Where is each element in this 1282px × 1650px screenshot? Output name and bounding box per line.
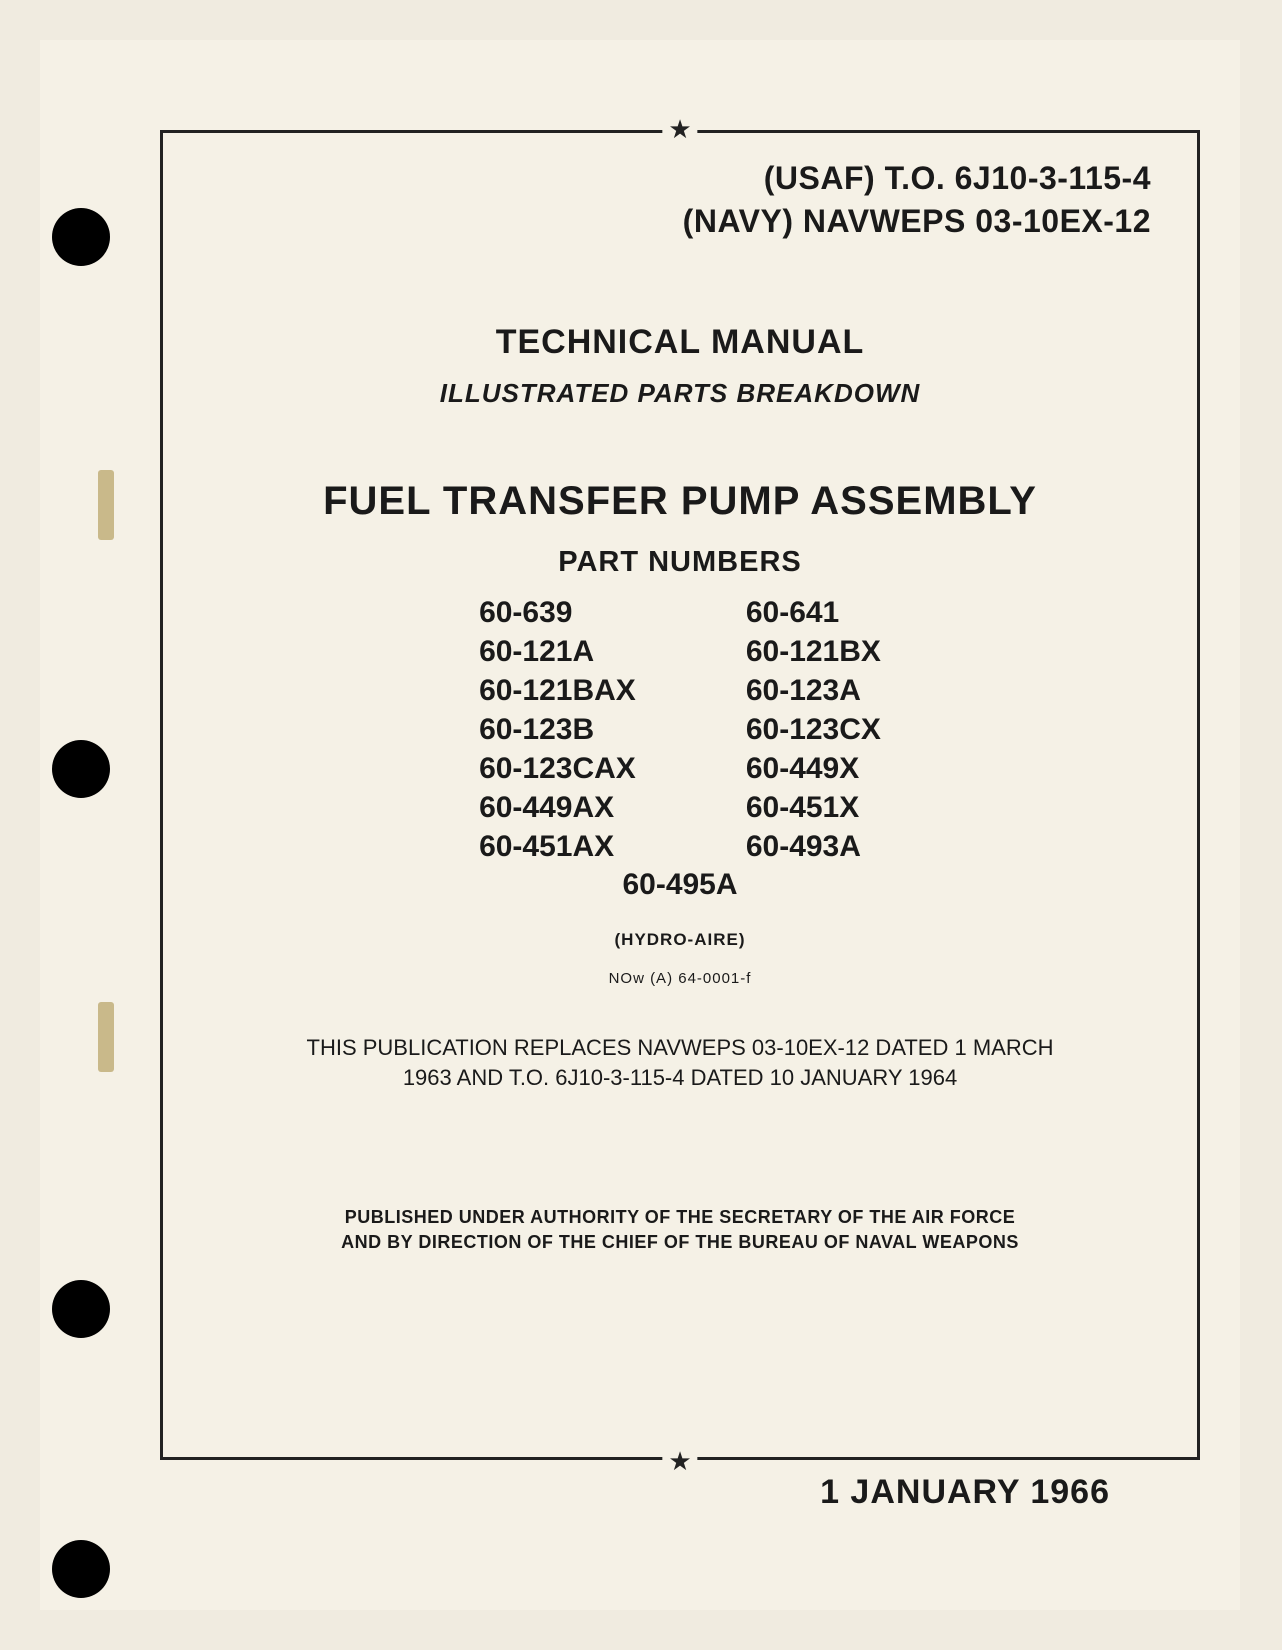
- part-number: 60-121BAX: [479, 671, 636, 710]
- part-number: 60-121A: [479, 632, 636, 671]
- supersession-notice: THIS PUBLICATION REPLACES NAVWEPS 03-10E…: [163, 1033, 1197, 1092]
- part-number: 60-123CAX: [479, 749, 636, 788]
- part-number: 60-449AX: [479, 788, 636, 827]
- part-number: 60-123CX: [746, 710, 881, 749]
- publication-date: 1 JANUARY 1966: [820, 1473, 1110, 1512]
- publication-authority: PUBLISHED UNDER AUTHORITY OF THE SECRETA…: [163, 1205, 1197, 1255]
- document-identifiers: (USAF) T.O. 6J10-3-115-4 (NAVY) NAVWEPS …: [683, 157, 1151, 243]
- part-number-odd: 60-495A: [163, 868, 1197, 902]
- part-number: 60-639: [479, 593, 636, 632]
- part-number: 60-449X: [746, 749, 881, 788]
- illustrated-parts-breakdown-label: ILLUSTRATED PARTS BREAKDOWN: [163, 378, 1197, 409]
- page-frame: ★ ★ (USAF) T.O. 6J10-3-115-4 (NAVY) NAVW…: [160, 130, 1200, 1460]
- punch-hole: [52, 1280, 110, 1338]
- part-number: 60-123B: [479, 710, 636, 749]
- manufacturer-label: (HYDRO-AIRE): [163, 930, 1197, 950]
- punch-hole: [52, 208, 110, 266]
- part-number: 60-451AX: [479, 827, 636, 866]
- authority-line: PUBLISHED UNDER AUTHORITY OF THE SECRETA…: [163, 1205, 1197, 1230]
- punch-hole: [52, 1540, 110, 1598]
- technical-manual-label: TECHNICAL MANUAL: [163, 323, 1197, 362]
- scanned-page: ★ ★ (USAF) T.O. 6J10-3-115-4 (NAVY) NAVW…: [40, 40, 1240, 1610]
- part-numbers-left-column: 60-639 60-121A 60-121BAX 60-123B 60-123C…: [479, 593, 636, 866]
- part-numbers-right-column: 60-641 60-121BX 60-123A 60-123CX 60-449X…: [746, 593, 881, 866]
- title-block: TECHNICAL MANUAL ILLUSTRATED PARTS BREAK…: [163, 323, 1197, 987]
- binding-mark: [98, 470, 114, 540]
- contract-number: NOw (A) 64-0001-f: [163, 970, 1197, 987]
- binding-mark: [98, 1002, 114, 1072]
- part-number: 60-641: [746, 593, 881, 632]
- star-ornament-bottom-icon: ★: [662, 1451, 697, 1471]
- navy-navweps-number: (NAVY) NAVWEPS 03-10EX-12: [683, 200, 1151, 243]
- supersession-line: THIS PUBLICATION REPLACES NAVWEPS 03-10E…: [163, 1033, 1197, 1063]
- part-number: 60-493A: [746, 827, 881, 866]
- star-ornament-top-icon: ★: [662, 119, 697, 139]
- authority-line: AND BY DIRECTION OF THE CHIEF OF THE BUR…: [163, 1230, 1197, 1255]
- usaf-to-number: (USAF) T.O. 6J10-3-115-4: [683, 157, 1151, 200]
- punch-hole: [52, 740, 110, 798]
- part-numbers-heading: PART NUMBERS: [163, 546, 1197, 579]
- main-title: FUEL TRANSFER PUMP ASSEMBLY: [163, 479, 1197, 524]
- supersession-line: 1963 AND T.O. 6J10-3-115-4 DATED 10 JANU…: [163, 1063, 1197, 1093]
- part-numbers-columns: 60-639 60-121A 60-121BAX 60-123B 60-123C…: [163, 593, 1197, 866]
- part-number: 60-121BX: [746, 632, 881, 671]
- part-number: 60-123A: [746, 671, 881, 710]
- part-number: 60-451X: [746, 788, 881, 827]
